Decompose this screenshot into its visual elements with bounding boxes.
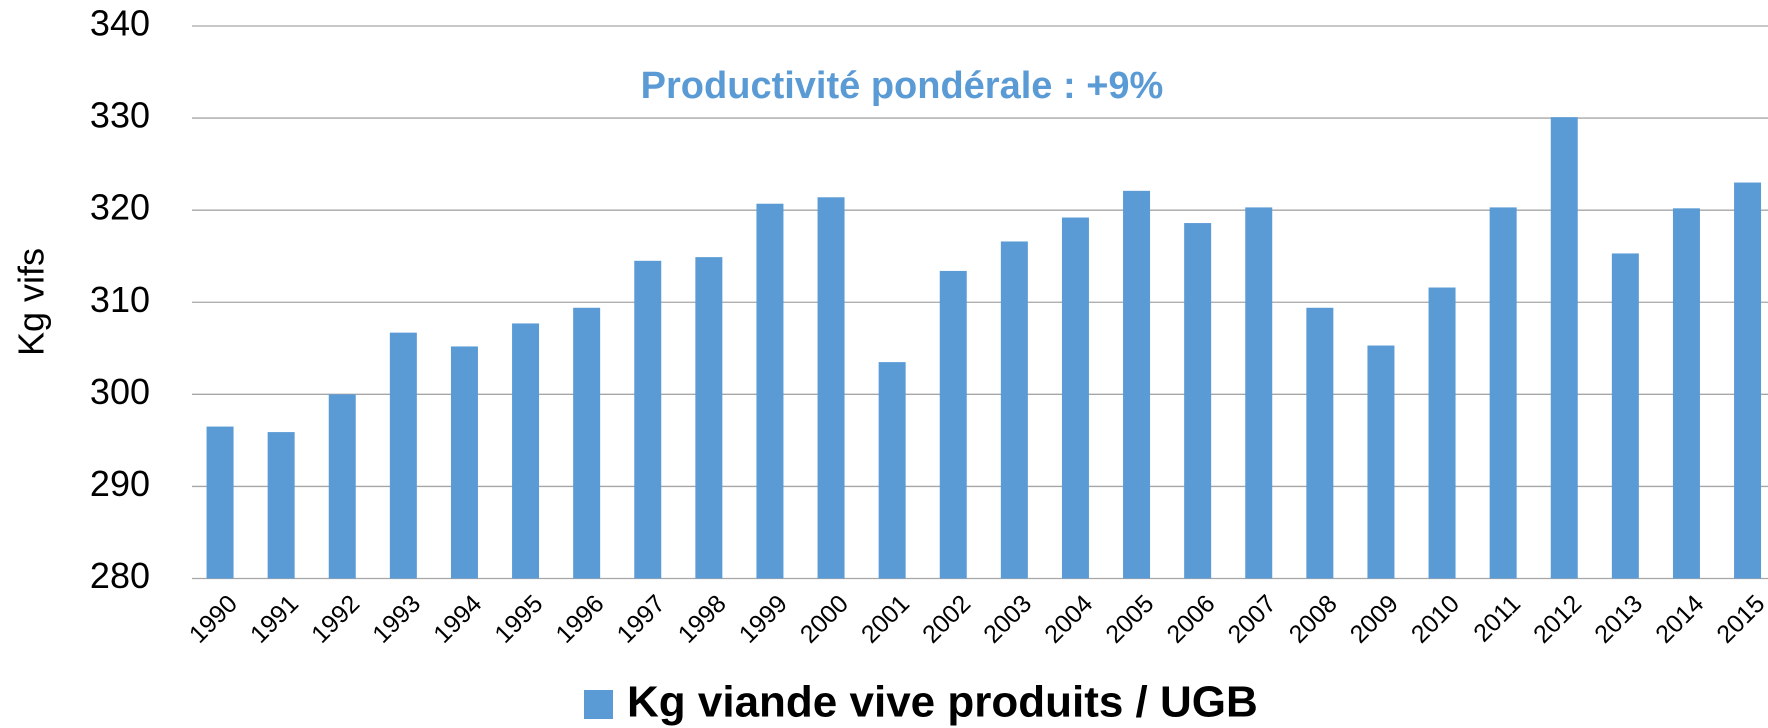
x-tick-label: 2007	[1223, 590, 1282, 649]
x-tick-label: 2001	[856, 590, 915, 649]
x-tick-label: 2010	[1406, 590, 1465, 649]
x-tick-label: 2011	[1468, 590, 1526, 648]
bar	[573, 307, 601, 579]
y-tick-label: 330	[90, 95, 150, 136]
x-tick-label: 2014	[1650, 590, 1709, 649]
x-tick-label: 1994	[428, 590, 487, 649]
bar	[1184, 223, 1212, 579]
x-tick-label: 2000	[795, 590, 854, 649]
bar	[1367, 345, 1395, 579]
bar	[1489, 207, 1517, 579]
x-tick-label: 2003	[978, 590, 1037, 649]
bar	[450, 346, 478, 579]
x-tick-label: 1993	[367, 590, 426, 649]
x-tick-label: 1997	[612, 590, 671, 649]
y-axis-label: Kg vifs	[11, 248, 52, 356]
y-tick-label: 340	[90, 3, 150, 44]
x-tick-label: 1990	[184, 590, 243, 649]
bar	[939, 270, 967, 579]
x-tick-label: 2015	[1711, 590, 1768, 649]
bar	[1245, 207, 1273, 579]
y-tick-label: 290	[90, 463, 150, 504]
bar	[695, 257, 723, 579]
bar	[878, 362, 906, 579]
x-tick-label: 2008	[1284, 590, 1343, 649]
bar	[1000, 241, 1028, 579]
bar	[512, 323, 540, 579]
x-tick-label: 2002	[917, 590, 976, 649]
bar	[1306, 307, 1334, 579]
x-tick-label: 2004	[1039, 590, 1098, 649]
x-tick-label: 1999	[734, 590, 793, 649]
x-tick-label: 1991	[245, 590, 304, 649]
x-tick-label: 2013	[1589, 590, 1648, 649]
x-tick-label: 2012	[1528, 590, 1587, 649]
bar	[634, 260, 662, 579]
y-tick-label: 280	[90, 555, 150, 596]
x-tick-label: 2006	[1161, 590, 1220, 649]
bar	[328, 394, 356, 579]
bar	[1550, 117, 1578, 579]
bar	[1734, 182, 1762, 579]
x-tick-label: 1998	[673, 590, 732, 649]
x-tick-label: 1992	[306, 590, 365, 649]
bar	[817, 197, 845, 579]
legend-swatch	[584, 690, 613, 719]
x-tick-label: 2005	[1100, 590, 1159, 649]
x-tick-label: 2009	[1345, 590, 1404, 649]
x-tick-label: 1996	[550, 590, 609, 649]
bar	[756, 203, 784, 579]
bar	[1123, 190, 1151, 579]
bar	[1672, 208, 1700, 579]
bar	[1061, 217, 1089, 579]
bar	[389, 332, 417, 579]
bar	[1428, 287, 1456, 579]
bar	[206, 426, 234, 579]
bar	[1611, 253, 1639, 579]
legend-label: Kg viande vive produits / UGB	[627, 678, 1258, 727]
x-tick-label: 1995	[489, 590, 548, 649]
annotation: Productivité pondérale : +9%	[641, 65, 1164, 107]
y-tick-label: 300	[90, 371, 150, 412]
y-tick-label: 320	[90, 187, 150, 228]
y-tick-label: 310	[90, 279, 150, 320]
bar	[267, 432, 295, 579]
